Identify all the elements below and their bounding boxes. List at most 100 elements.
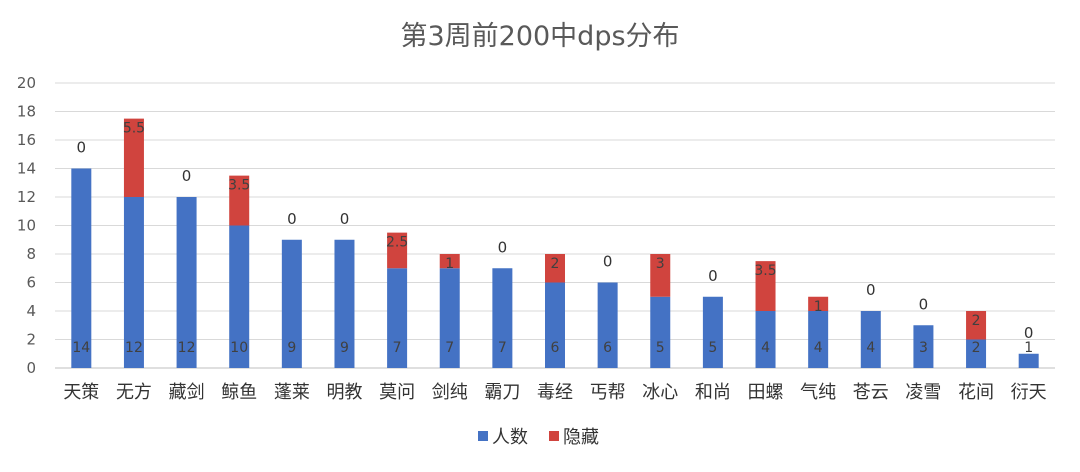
data-label-yincang: 3.5	[754, 263, 776, 279]
bar-yincang	[650, 254, 671, 297]
data-label-yincang: 1	[445, 256, 454, 272]
y-tick-label: 12	[17, 188, 36, 206]
data-label-renshu: 10	[230, 340, 248, 356]
category-label: 霸刀	[484, 382, 520, 403]
data-label-yincang: 1	[814, 299, 823, 315]
bar-yincang	[123, 118, 144, 197]
legend-swatch-yincang	[549, 431, 559, 441]
category-label: 毒经	[537, 382, 573, 403]
bar-renshu	[176, 197, 197, 368]
legend-label-yincang: 隐藏	[563, 427, 599, 448]
legend: 人数 隐藏	[478, 427, 599, 448]
data-label-renshu: 4	[866, 340, 875, 356]
data-label-renshu: 1	[1024, 340, 1033, 356]
category-label: 苍云	[853, 382, 889, 403]
data-label-renshu: 12	[125, 340, 143, 356]
bar-renshu	[334, 239, 355, 368]
bar-renshu	[492, 268, 513, 368]
data-label-yincang: 0	[866, 281, 876, 299]
bar-renshu	[860, 311, 881, 368]
bars	[71, 118, 1039, 368]
bar-renshu	[439, 268, 460, 368]
y-tick-label: 10	[17, 217, 36, 235]
bar-yincang	[545, 254, 565, 283]
data-label-yincang: 3	[656, 256, 665, 272]
chart-title: 第3周前200中dps分布	[400, 21, 679, 52]
y-tick-label: 8	[26, 245, 36, 263]
data-label-yincang: 5.5	[123, 121, 145, 137]
data-label-renshu: 7	[498, 340, 507, 356]
data-label-renshu: 14	[72, 340, 90, 356]
bar-renshu	[123, 197, 144, 368]
category-label: 丐帮	[590, 382, 626, 403]
category-label: 剑纯	[432, 382, 468, 403]
category-label: 莫问	[379, 382, 415, 403]
data-label-renshu: 7	[445, 340, 454, 356]
data-label-yincang: 0	[498, 238, 508, 256]
data-label-renshu: 4	[814, 340, 823, 356]
data-label-renshu: 9	[340, 340, 349, 356]
bar-renshu	[1018, 353, 1039, 368]
bar-renshu	[387, 268, 408, 368]
bar-yincang	[229, 175, 250, 226]
category-label: 凌雪	[905, 382, 941, 403]
data-label-renshu: 5	[656, 340, 665, 356]
bar-yincang	[966, 311, 987, 340]
category-label: 和尚	[695, 382, 731, 403]
category-label: 气纯	[800, 382, 836, 403]
data-label-yincang: 0	[340, 210, 350, 228]
data-label-yincang: 0	[182, 167, 192, 185]
bar-renshu	[755, 311, 776, 368]
legend-label-renshu: 人数	[492, 427, 528, 448]
y-tick-label: 2	[26, 331, 36, 349]
legend-swatch-renshu	[478, 431, 488, 441]
x-axis-categories: 天策 无方 藏剑 鲸鱼 蓬莱 明教 莫问 剑纯 霸刀 毒经 丐帮 冰心 和尚 田螺 气纯 苍云 凌雪 花间 衍天	[63, 382, 1046, 403]
bar-yincang	[439, 254, 460, 269]
data-label-yincang: 0	[603, 253, 613, 271]
bar-yincang	[755, 261, 776, 311]
data-label-yincang: 0	[77, 139, 87, 157]
category-label: 无方	[116, 382, 152, 403]
category-label: 田螺	[748, 382, 784, 403]
data-label-renshu: 6	[603, 340, 612, 356]
data-label-renshu: 2	[972, 340, 981, 356]
category-label: 鲸鱼	[221, 382, 257, 403]
data-label-yincang: 0	[287, 210, 297, 228]
data-label-yincang: 2.5	[386, 235, 408, 251]
y-tick-label: 4	[26, 302, 36, 320]
bar-renshu	[597, 282, 618, 368]
y-tick-label: 14	[17, 160, 36, 178]
data-label-yincang: 2	[972, 313, 981, 329]
data-label-yincang: 0	[919, 295, 929, 313]
data-label-renshu: 12	[178, 340, 196, 356]
bar-renshu	[71, 168, 92, 368]
data-label-renshu: 7	[393, 340, 402, 356]
bar-yincang	[387, 232, 408, 269]
y-tick-label: 20	[17, 74, 36, 92]
data-label-yincang: 0	[1024, 324, 1034, 342]
bar-renshu	[650, 296, 671, 368]
data-label-renshu: 3	[919, 340, 928, 356]
bar-yincang	[808, 296, 829, 311]
data-label-yincang: 0	[708, 267, 718, 285]
category-label: 明教	[326, 382, 362, 403]
bar-renshu	[702, 296, 723, 368]
data-label-renshu: 5	[708, 340, 717, 356]
category-label: 花间	[958, 382, 994, 403]
data-label-renshu: 4	[761, 340, 770, 356]
category-label: 天策	[63, 382, 99, 403]
category-label: 蓬莱	[274, 382, 310, 403]
y-tick-label: 18	[17, 103, 36, 121]
category-label: 藏剑	[169, 382, 205, 403]
y-axis-ticks: 0 2 4 6 8 10 12 14 16 18 20	[17, 74, 36, 377]
bar-renshu	[913, 325, 934, 368]
data-label-yincang: 3.5	[228, 178, 250, 194]
bar-renshu	[281, 239, 302, 368]
bar-renshu	[966, 339, 987, 368]
bar-renshu	[808, 311, 829, 368]
y-tick-label: 0	[26, 359, 36, 377]
data-labels: 0145.5120123.51009092.571707260635053.54…	[72, 121, 1033, 356]
category-label: 冰心	[642, 382, 678, 403]
bar-renshu	[545, 282, 565, 368]
